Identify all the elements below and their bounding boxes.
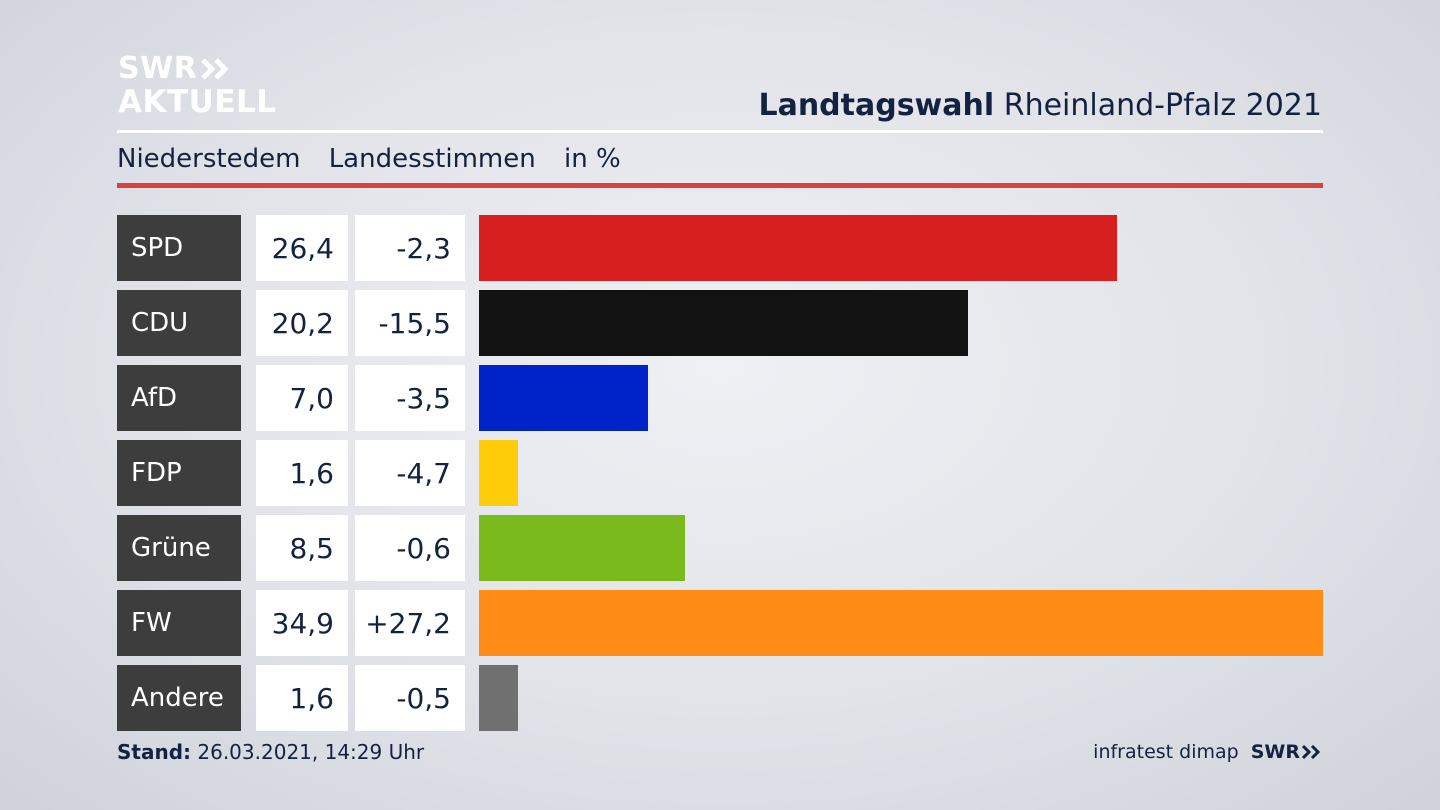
party-label: FDP <box>117 440 241 506</box>
source-label: infratest dimap <box>1093 741 1239 763</box>
page-title: Landtagswahl Rheinland-Pfalz 2021 <box>758 88 1322 123</box>
stand-label: Stand: <box>117 740 192 764</box>
result-bar <box>479 290 968 356</box>
party-label: Andere <box>117 665 241 731</box>
logo-line2: AKTUELL <box>118 84 277 120</box>
vote-share-label: 20,2 <box>256 290 348 356</box>
subtitle-divider <box>117 183 1323 188</box>
party-label: CDU <box>117 290 241 356</box>
timestamp: Stand: 26.03.2021, 14:29 Uhr <box>117 740 424 764</box>
party-label: FW <box>117 590 241 656</box>
title-bold: Landtagswahl <box>758 88 995 123</box>
subtitle: Niederstedem Landesstimmen in % <box>117 144 641 174</box>
vote-share-label: 26,4 <box>256 215 348 281</box>
result-bar <box>479 515 685 581</box>
double-chevron-small-icon <box>1302 745 1321 759</box>
change-label: -0,5 <box>355 665 465 731</box>
vote-share-label: 8,5 <box>256 515 348 581</box>
change-label: -2,3 <box>355 215 465 281</box>
swr-footer-logo: SWR <box>1251 741 1322 763</box>
result-row: FDP 1,6 -4,7 <box>117 440 1323 506</box>
result-bar <box>479 440 518 506</box>
subtitle-unit: in % <box>564 144 621 174</box>
header-divider <box>117 130 1323 133</box>
change-label: -15,5 <box>355 290 465 356</box>
change-label: -3,5 <box>355 365 465 431</box>
vote-share-label: 1,6 <box>256 440 348 506</box>
party-label: SPD <box>117 215 241 281</box>
result-bar <box>479 215 1117 281</box>
title-rest: Rheinland-Pfalz 2021 <box>1003 88 1322 123</box>
swr-aktuell-logo: SWR AKTUELL <box>118 54 277 118</box>
stand-value: 26.03.2021, 14:29 Uhr <box>197 740 425 764</box>
subtitle-place: Niederstedem <box>117 144 301 174</box>
subtitle-type: Landesstimmen <box>328 144 536 174</box>
vote-share-label: 34,9 <box>256 590 348 656</box>
double-chevron-icon <box>201 58 229 80</box>
party-label: AfD <box>117 365 241 431</box>
party-label: Grüne <box>117 515 241 581</box>
result-row: Grüne 8,5 -0,6 <box>117 515 1323 581</box>
result-bar <box>479 665 518 731</box>
source-credit: infratest dimap SWR <box>1093 741 1322 763</box>
vote-share-label: 1,6 <box>256 665 348 731</box>
result-row: CDU 20,2 -15,5 <box>117 290 1323 356</box>
change-label: -4,7 <box>355 440 465 506</box>
result-bar <box>479 590 1323 656</box>
result-row: SPD 26,4 -2,3 <box>117 215 1323 281</box>
change-label: -0,6 <box>355 515 465 581</box>
result-row: AfD 7,0 -3,5 <box>117 365 1323 431</box>
vote-share-label: 7,0 <box>256 365 348 431</box>
logo-line1: SWR <box>118 51 198 86</box>
result-row: Andere 1,6 -0,5 <box>117 665 1323 731</box>
result-bar <box>479 365 648 431</box>
result-row: FW 34,9 +27,2 <box>117 590 1323 656</box>
brand-label: SWR <box>1250 741 1300 763</box>
change-label: +27,2 <box>355 590 465 656</box>
